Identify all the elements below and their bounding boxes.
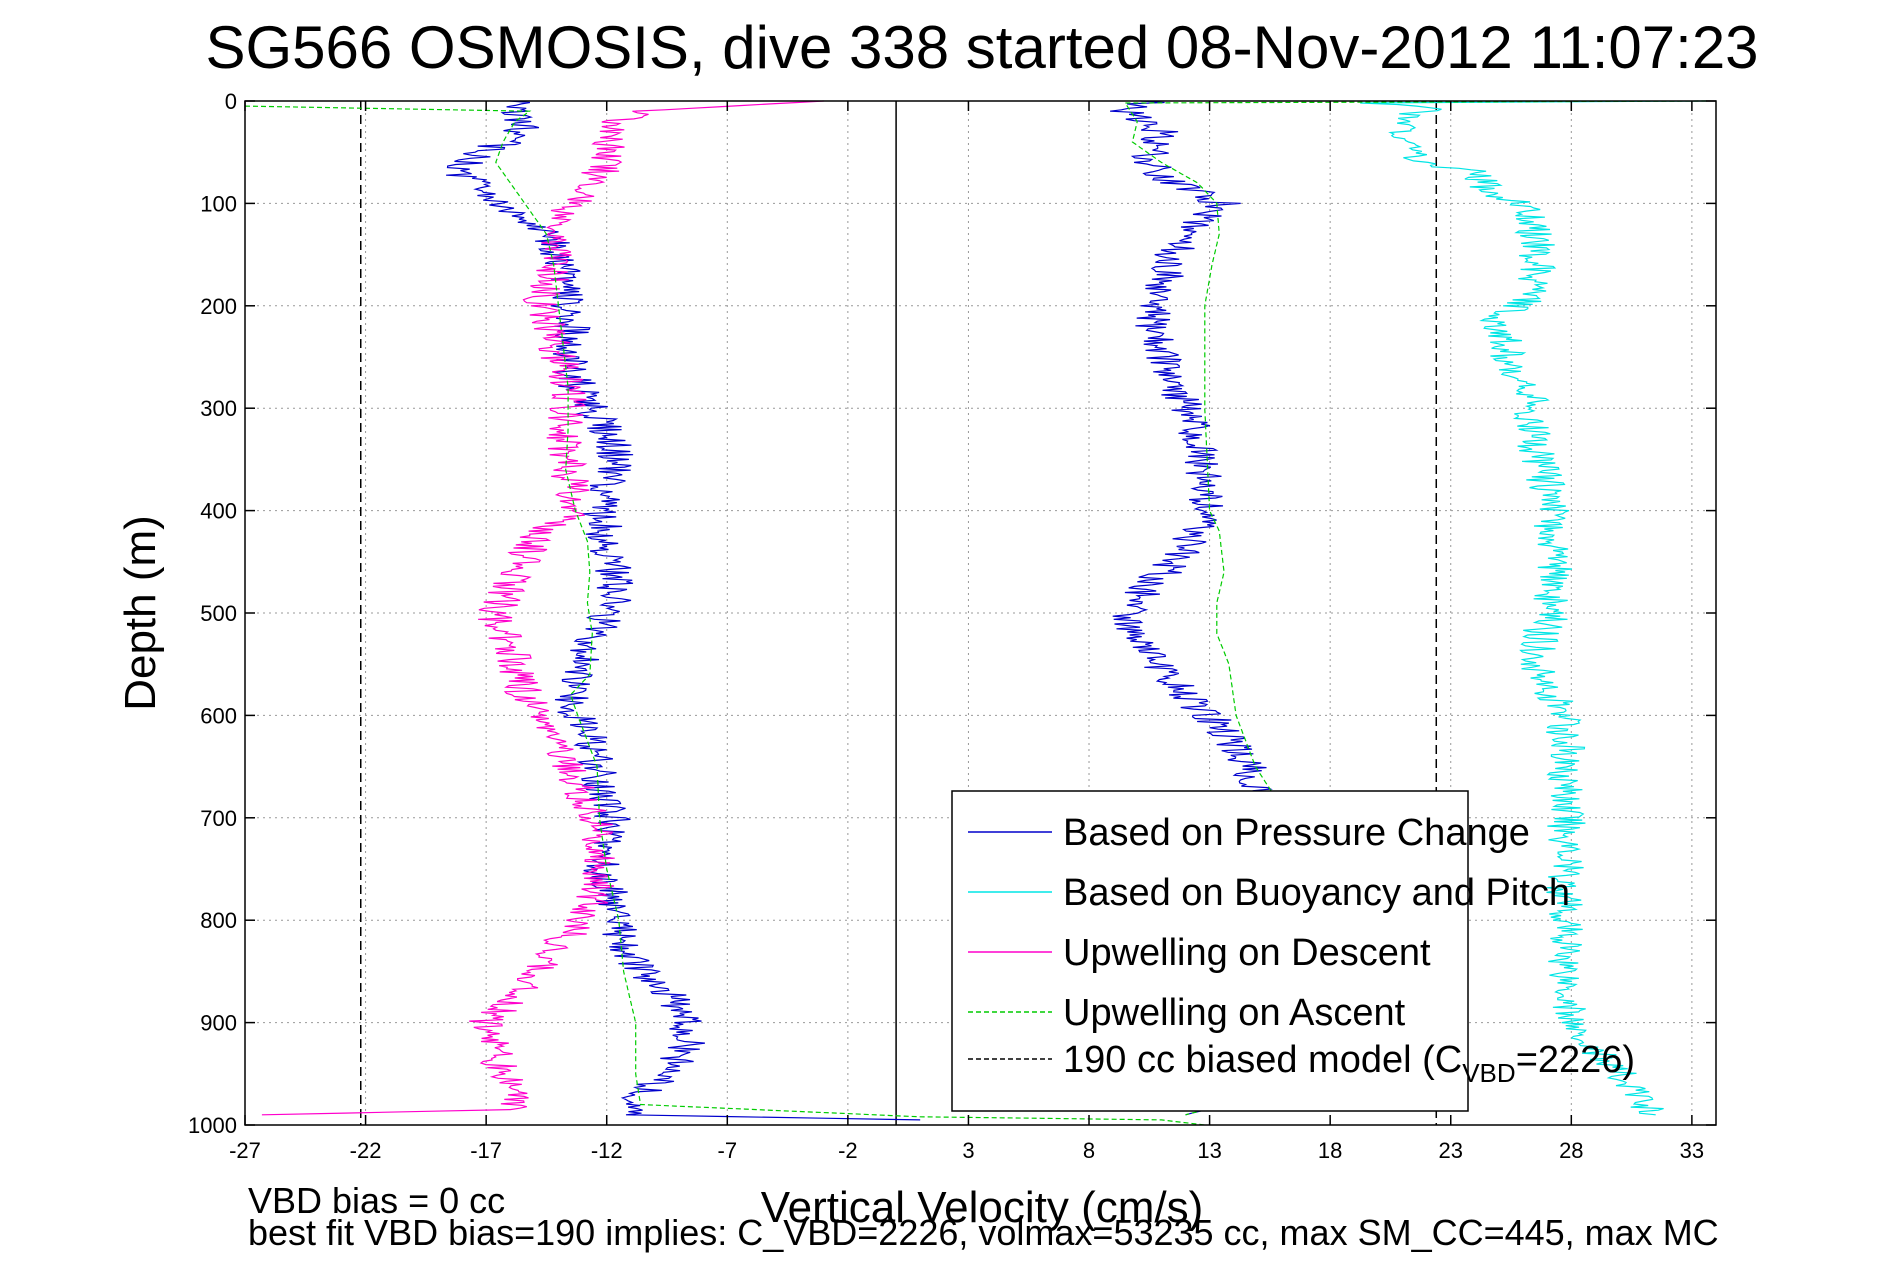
y-tick-label: 700 — [200, 806, 237, 831]
y-tick-label: 600 — [200, 703, 237, 728]
y-tick-label: 500 — [200, 601, 237, 626]
legend-label: 190 cc biased model (CVBD=2226) — [1063, 1039, 1635, 1088]
series-line — [244, 105, 1205, 1126]
legend-label: Upwelling on Descent — [1063, 932, 1431, 974]
x-tick-label: -7 — [718, 1138, 738, 1163]
y-tick-label: 400 — [200, 499, 237, 524]
x-tick-label: -17 — [470, 1138, 502, 1163]
x-tick-label: 28 — [1559, 1138, 1583, 1163]
x-tick-label: 13 — [1197, 1138, 1221, 1163]
y-tick-label: 200 — [200, 294, 237, 319]
data-layer — [244, 100, 1707, 1126]
x-tick-label: 3 — [962, 1138, 974, 1163]
series-line — [1360, 100, 1707, 1116]
y-axis-label: Depth (m) — [116, 515, 165, 711]
footer-line-1: VBD bias = 0 cc — [248, 1180, 505, 1221]
x-axis-label: Vertical Velocity (cm/s) — [761, 1183, 1204, 1232]
series-line — [261, 100, 824, 1116]
legend: Based on Pressure Change Based on Buoyanc… — [951, 790, 1635, 1112]
y-tick-label: 100 — [200, 191, 237, 216]
x-tick-label: 8 — [1083, 1138, 1095, 1163]
y-tick-label: 0 — [225, 89, 237, 114]
y-tick-label: 300 — [200, 396, 237, 421]
x-tick-label: -22 — [350, 1138, 382, 1163]
x-tick-label: -27 — [229, 1138, 261, 1163]
ticks: -27 -22 -17 -12 -7 -2 3 8 13 18 23 28 33 0 100 200 300 40… — [188, 89, 1716, 1163]
chart-title: SG566 OSMOSIS, dive 338 started 08-Nov-2… — [205, 14, 1758, 81]
y-tick-label: 800 — [200, 908, 237, 933]
legend-label: Based on Buoyancy and Pitch — [1063, 872, 1570, 914]
x-tick-label: 18 — [1318, 1138, 1342, 1163]
legend-label: Upwelling on Ascent — [1063, 992, 1406, 1034]
legend-box — [951, 790, 1469, 1112]
y-tick-label: 900 — [200, 1011, 237, 1036]
x-tick-label: -2 — [838, 1138, 858, 1163]
x-tick-label: 33 — [1680, 1138, 1704, 1163]
y-tick-label: 1000 — [188, 1113, 237, 1138]
footer-line-2: best fit VBD bias=190 implies: C_VBD=222… — [248, 1212, 1719, 1253]
x-tick-label: -12 — [591, 1138, 623, 1163]
legend-label: Based on Pressure Change — [1063, 812, 1530, 854]
x-tick-label: 23 — [1438, 1138, 1462, 1163]
series-line — [446, 100, 921, 1121]
